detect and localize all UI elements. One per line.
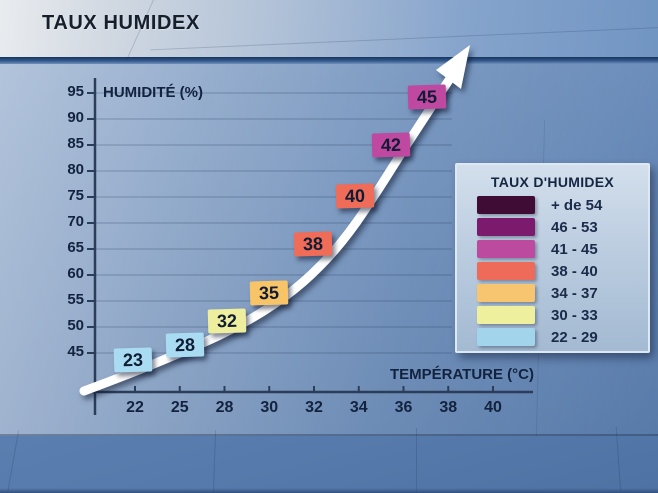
axes (92, 78, 533, 415)
x-tick-label: 40 (484, 399, 502, 416)
legend-row: + de 54 (477, 196, 648, 214)
data-point-label: 45 (407, 84, 447, 110)
data-point-label: 28 (165, 332, 205, 358)
y-tick-label: 80 (67, 161, 84, 178)
legend-label: 46 - 53 (551, 218, 598, 236)
legend-rows: + de 54 46 - 53 41 - 45 38 - 40 34 - 37 30 - … (477, 196, 648, 346)
legend-label: + de 54 (551, 196, 603, 214)
bottom-edge (0, 488, 658, 493)
y-tick-label: 45 (67, 343, 84, 360)
data-point-label: 38 (293, 231, 333, 257)
legend-row: 41 - 45 (477, 240, 648, 258)
background-gridline (416, 428, 417, 493)
legend-swatch (477, 284, 535, 302)
legend-label: 34 - 37 (551, 284, 598, 302)
legend-label: 38 - 40 (551, 262, 598, 280)
legend-row: 46 - 53 (477, 218, 648, 236)
y-tick-label: 90 (67, 109, 84, 126)
x-tick-label: 36 (394, 399, 413, 416)
legend-label: 30 - 33 (551, 306, 598, 324)
legend-swatch (477, 306, 535, 324)
legend-swatch (477, 240, 535, 258)
arrow-shaft (79, 75, 454, 396)
header-banner: TAUX HUMIDEX (0, 0, 658, 57)
y-axis-title: HUMIDITÉ (%) (103, 84, 203, 101)
legend-row: 38 - 40 (477, 262, 648, 280)
data-point-label: 40 (335, 183, 375, 209)
x-tick-label: 32 (305, 399, 323, 416)
legend-swatch (477, 218, 535, 236)
data-point-label: 23 (113, 347, 153, 373)
legend-swatch (477, 196, 535, 214)
legend-label: 41 - 45 (551, 240, 598, 258)
legend-label: 22 - 29 (551, 328, 598, 346)
x-tick-label: 34 (349, 399, 368, 416)
arrow-head-icon (436, 45, 470, 89)
y-tick-label: 75 (67, 187, 84, 204)
y-tick-label: 65 (67, 239, 84, 256)
legend-swatch (477, 328, 535, 346)
legend-swatch (477, 262, 535, 280)
y-tick-label: 50 (67, 317, 84, 334)
x-tick-label: 30 (260, 399, 279, 416)
y-tick-label: 55 (67, 291, 84, 308)
y-tick-label: 70 (67, 213, 84, 230)
x-tick-label: 28 (215, 399, 234, 416)
x-tick-label: 25 (170, 399, 189, 416)
y-tick-label: 60 (67, 265, 84, 282)
page-title: TAUX HUMIDEX (42, 12, 200, 34)
data-point-label: 42 (371, 132, 411, 158)
x-axis-title: TEMPÉRATURE (°C) (389, 366, 534, 383)
banner-divider (0, 57, 658, 64)
legend-box: TAUX D'HUMIDEX + de 54 46 - 53 41 - 45 38 -… (455, 163, 650, 353)
y-tick-label: 95 (67, 83, 84, 100)
legend-row: 34 - 37 (477, 284, 648, 302)
x-tick-label: 22 (126, 399, 144, 416)
legend-title: TAUX D'HUMIDEX (490, 174, 615, 190)
y-tick-label: 85 (67, 135, 84, 152)
axis-ticks (87, 92, 494, 392)
data-point-label: 35 (249, 280, 289, 306)
x-tick-label: 38 (439, 399, 458, 416)
legend-row: 22 - 29 (477, 328, 648, 346)
data-point-label: 32 (207, 308, 247, 334)
legend-row: 30 - 33 (477, 306, 648, 324)
